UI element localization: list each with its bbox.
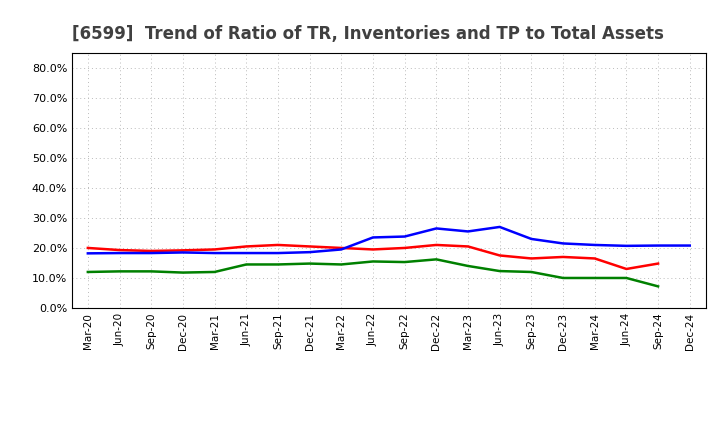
Trade Payables: [210, 269, 219, 275]
Trade Payables: [590, 275, 599, 281]
Inventories: [242, 250, 251, 256]
Inventories: [685, 243, 694, 248]
Inventories: [84, 251, 92, 256]
Trade Payables: [369, 259, 377, 264]
Trade Receivables: [369, 247, 377, 252]
Inventories: [337, 247, 346, 252]
Trade Receivables: [432, 242, 441, 248]
Inventories: [274, 250, 282, 256]
Trade Payables: [115, 269, 124, 274]
Trade Receivables: [115, 247, 124, 253]
Line: Inventories: Inventories: [88, 227, 690, 253]
Inventories: [210, 250, 219, 256]
Trade Receivables: [210, 247, 219, 252]
Trade Payables: [305, 261, 314, 266]
Trade Payables: [400, 260, 409, 265]
Inventories: [527, 236, 536, 242]
Inventories: [369, 235, 377, 240]
Inventories: [179, 250, 187, 255]
Trade Payables: [337, 262, 346, 267]
Trade Receivables: [559, 254, 567, 260]
Trade Receivables: [622, 266, 631, 271]
Trade Receivables: [84, 246, 92, 251]
Inventories: [495, 224, 504, 230]
Trade Receivables: [337, 246, 346, 251]
Trade Payables: [242, 262, 251, 267]
Inventories: [622, 243, 631, 249]
Inventories: [400, 234, 409, 239]
Trade Payables: [84, 269, 92, 275]
Inventories: [432, 226, 441, 231]
Inventories: [464, 229, 472, 234]
Trade Receivables: [654, 261, 662, 266]
Trade Receivables: [495, 253, 504, 258]
Trade Payables: [654, 284, 662, 289]
Trade Receivables: [400, 246, 409, 251]
Inventories: [654, 243, 662, 248]
Trade Payables: [559, 275, 567, 281]
Inventories: [147, 250, 156, 256]
Trade Receivables: [242, 244, 251, 249]
Trade Receivables: [147, 248, 156, 253]
Trade Receivables: [590, 256, 599, 261]
Trade Payables: [527, 269, 536, 275]
Trade Receivables: [527, 256, 536, 261]
Trade Receivables: [305, 244, 314, 249]
Text: [6599]  Trend of Ratio of TR, Inventories and TP to Total Assets: [6599] Trend of Ratio of TR, Inventories…: [72, 25, 664, 43]
Trade Payables: [179, 270, 187, 275]
Inventories: [115, 250, 124, 256]
Line: Trade Payables: Trade Payables: [88, 259, 658, 286]
Trade Payables: [495, 268, 504, 274]
Inventories: [559, 241, 567, 246]
Trade Payables: [464, 263, 472, 268]
Trade Receivables: [179, 248, 187, 253]
Trade Payables: [274, 262, 282, 267]
Trade Payables: [622, 275, 631, 281]
Trade Payables: [147, 269, 156, 274]
Inventories: [305, 249, 314, 255]
Inventories: [590, 242, 599, 248]
Line: Trade Receivables: Trade Receivables: [88, 245, 658, 269]
Trade Receivables: [464, 244, 472, 249]
Trade Receivables: [274, 242, 282, 248]
Trade Payables: [432, 257, 441, 262]
